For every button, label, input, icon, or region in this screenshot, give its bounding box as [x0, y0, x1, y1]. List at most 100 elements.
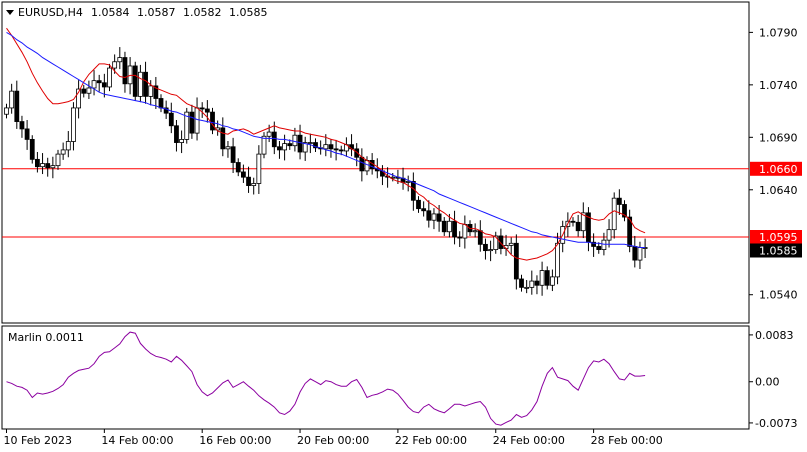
candle	[204, 100, 210, 123]
candle	[137, 64, 143, 103]
candle	[45, 157, 51, 177]
time-tick-label: 20 Feb 00:00	[297, 434, 369, 447]
candle	[328, 138, 334, 158]
candle	[153, 76, 159, 109]
candle	[29, 135, 35, 164]
candle	[457, 231, 463, 247]
candle	[199, 102, 205, 118]
current-price-tag	[750, 243, 802, 258]
candle	[323, 134, 329, 157]
candle	[174, 120, 179, 152]
candle	[580, 202, 586, 239]
moving-averages	[6, 27, 646, 261]
candle	[246, 166, 251, 193]
price-panel[interactable]	[1, 1, 750, 324]
candle	[271, 121, 277, 155]
price-tick-label: 1.0740	[759, 79, 798, 92]
candle	[472, 223, 478, 238]
candle	[40, 153, 45, 175]
candle	[611, 192, 617, 239]
candle	[179, 130, 185, 154]
candle	[431, 208, 437, 230]
candle	[622, 200, 627, 222]
candle	[256, 145, 262, 194]
osc-tick-label: -0.0073	[755, 417, 797, 430]
level-tag-label: 1.0595	[759, 231, 798, 244]
candle	[235, 158, 241, 177]
time-axis: 10 Feb 2023 14 Feb 00:00 16 Feb 00:00 20 Fe…	[4, 429, 663, 447]
time-tick-label: 14 Feb 00:00	[101, 434, 173, 447]
marlin-line	[6, 331, 646, 426]
ma-fast-line	[6, 27, 646, 261]
candle	[101, 73, 107, 98]
candle	[539, 261, 545, 296]
candle	[35, 152, 40, 173]
candle	[189, 104, 195, 139]
candle	[86, 80, 92, 100]
candle	[333, 139, 339, 161]
candle	[483, 238, 488, 260]
candle	[4, 103, 9, 119]
candle	[9, 83, 15, 114]
marlin-series	[6, 331, 646, 426]
oscillator-panel[interactable]	[1, 325, 750, 430]
candle	[240, 164, 246, 183]
price-tick-label: 1.0790	[759, 26, 798, 39]
candle	[251, 177, 257, 195]
candle	[508, 237, 514, 255]
candle	[91, 70, 97, 96]
candle	[55, 149, 61, 170]
candle	[302, 136, 308, 161]
candle	[498, 228, 504, 255]
candlesticks	[4, 47, 648, 296]
candle	[19, 115, 25, 138]
candle	[534, 275, 540, 295]
time-tick-label: 10 Feb 2023	[4, 434, 72, 447]
price-tick-label: 1.0540	[759, 289, 798, 302]
candle	[76, 80, 81, 119]
time-tick-label: 24 Feb 00:00	[493, 434, 565, 447]
candle	[65, 131, 71, 158]
candle	[616, 189, 622, 215]
candle	[513, 234, 519, 290]
candle	[24, 120, 30, 150]
candle	[143, 61, 148, 104]
time-tick-label: 28 Feb 00:00	[591, 434, 663, 447]
ohlc-low: 1.0582	[183, 6, 222, 19]
ohlc-open: 1.0584	[91, 6, 130, 19]
candle	[132, 61, 138, 101]
current-price-label: 1.0585	[759, 244, 798, 257]
candle	[122, 51, 128, 93]
candle	[60, 142, 66, 160]
candle	[405, 175, 411, 192]
candle	[570, 217, 576, 227]
time-tick-label: 22 Feb 00:00	[395, 434, 467, 447]
oscillator-title: Marlin 0.0011	[8, 331, 84, 344]
candle	[550, 269, 555, 292]
candle	[297, 124, 303, 160]
candle	[452, 210, 457, 245]
time-tick-label: 16 Feb 00:00	[199, 434, 271, 447]
candle	[220, 117, 226, 157]
price-tick-label: 1.0640	[759, 184, 798, 197]
candle	[446, 213, 452, 238]
candle	[421, 201, 427, 217]
candle	[591, 233, 596, 257]
osc-tick-label: 0.0083	[755, 329, 794, 342]
candle	[529, 270, 535, 295]
ma-slow-line	[6, 31, 646, 248]
candle	[225, 140, 231, 158]
price-tick-label: 1.0690	[759, 131, 798, 144]
level-tag	[750, 230, 802, 245]
candle	[313, 138, 318, 153]
candle	[287, 139, 293, 150]
candle	[524, 280, 530, 294]
oscillator-axis: 0.0083 0.00 -0.0073	[749, 329, 797, 430]
candle	[338, 145, 344, 156]
dropdown-triangle-icon[interactable]	[6, 10, 14, 15]
candle	[575, 214, 581, 237]
candle	[441, 217, 447, 236]
candle	[488, 240, 494, 262]
